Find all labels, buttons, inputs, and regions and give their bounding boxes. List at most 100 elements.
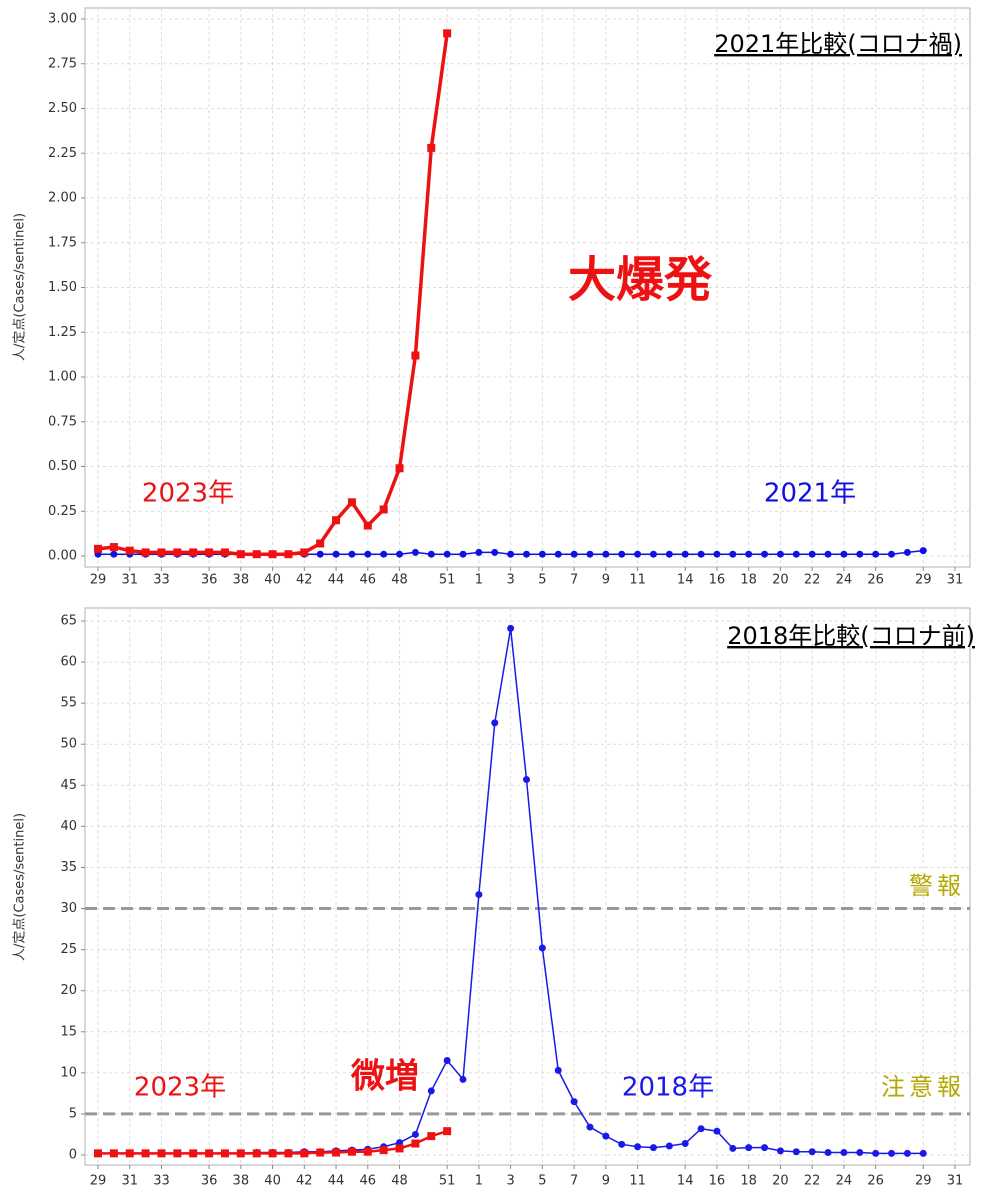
x-tick-label: 51 [439, 573, 456, 588]
marker [538, 944, 546, 952]
marker [300, 548, 309, 557]
marker [888, 1149, 896, 1157]
marker [634, 550, 642, 558]
x-tick-label: 42 [296, 1174, 313, 1189]
marker [586, 550, 594, 558]
marker [570, 1098, 578, 1106]
marker [94, 544, 102, 553]
marker [364, 550, 372, 558]
marker [427, 1132, 436, 1141]
x-tick-label: 29 [915, 1174, 932, 1189]
marker [856, 1149, 864, 1157]
y-axis-label: 人/定点(Cases/sentinel) [13, 213, 28, 361]
x-tick-label: 46 [360, 573, 377, 588]
marker [427, 1087, 435, 1095]
y-tick-label: 50 [60, 737, 77, 752]
marker [523, 550, 530, 558]
marker [205, 548, 214, 557]
x-tick-label: 42 [296, 573, 313, 588]
x-tick-label: 3 [506, 1174, 514, 1189]
reference-label: 注意報 [881, 1073, 965, 1101]
marker [919, 1149, 927, 1157]
marker [745, 550, 753, 558]
marker [443, 29, 452, 38]
marker [110, 550, 118, 558]
y-tick-label: 35 [60, 860, 77, 875]
marker [427, 143, 436, 152]
marker [220, 1149, 229, 1158]
marker [792, 550, 800, 558]
marker [284, 550, 293, 559]
y-tick-label: 1.75 [48, 235, 77, 250]
marker [443, 1057, 451, 1065]
chart-title: 2021年比較(コロナ禍) [714, 30, 962, 58]
x-tick-label: 18 [740, 573, 757, 588]
y-tick-label: 0 [69, 1148, 77, 1163]
marker [554, 1066, 562, 1074]
marker [554, 550, 562, 558]
marker [808, 1148, 816, 1156]
marker [808, 550, 816, 558]
y-tick-label: 10 [60, 1065, 77, 1080]
y-tick-label: 60 [60, 655, 77, 670]
marker [729, 550, 737, 558]
marker [252, 1149, 261, 1158]
marker [729, 1144, 737, 1152]
x-tick-label: 16 [709, 1174, 726, 1189]
annotation: 微増 [350, 1057, 419, 1097]
x-tick-label: 20 [772, 573, 789, 588]
marker [491, 548, 499, 556]
marker [268, 1149, 277, 1158]
marker [618, 1140, 626, 1148]
x-tick-label: 48 [391, 573, 408, 588]
marker [173, 548, 182, 557]
marker [316, 550, 324, 558]
marker [475, 891, 483, 899]
y-tick-label: 2.75 [48, 56, 77, 71]
x-tick-label: 44 [328, 1174, 345, 1189]
x-tick-label: 38 [233, 573, 250, 588]
marker [316, 539, 325, 548]
x-tick-label: 46 [360, 1174, 377, 1189]
x-tick-label: 40 [264, 573, 281, 588]
marker [379, 505, 388, 514]
marker [602, 550, 610, 558]
y-tick-label: 3.00 [48, 12, 77, 27]
marker [236, 550, 245, 559]
series-label: 2023年 [142, 479, 234, 509]
marker [348, 550, 356, 558]
x-tick-label: 36 [201, 573, 218, 588]
y-tick-label: 0.25 [48, 504, 77, 519]
y-tick-label: 0.75 [48, 414, 77, 429]
x-tick-label: 36 [201, 1174, 218, 1189]
marker [173, 1149, 182, 1158]
x-tick-label: 11 [629, 1174, 646, 1189]
x-tick-label: 5 [538, 1174, 546, 1189]
y-tick-label: 20 [60, 983, 77, 998]
marker [665, 550, 673, 558]
marker [745, 1144, 753, 1152]
marker [538, 550, 546, 558]
y-tick-label: 45 [60, 778, 77, 793]
series-label: 2023年 [134, 1073, 226, 1103]
x-tick-label: 22 [804, 573, 821, 588]
x-tick-label: 48 [391, 1174, 408, 1189]
x-tick-label: 31 [121, 573, 138, 588]
marker [888, 550, 896, 558]
marker [507, 624, 515, 632]
marker [125, 1149, 134, 1158]
marker [903, 1149, 911, 1157]
x-tick-label: 38 [233, 1174, 250, 1189]
marker [411, 351, 420, 360]
x-tick-label: 9 [602, 1174, 610, 1189]
series-label: 2018年 [622, 1073, 714, 1103]
x-tick-label: 1 [475, 1174, 483, 1189]
marker [903, 548, 911, 556]
y-tick-label: 1.00 [48, 370, 77, 385]
annotation: 大爆発 [568, 252, 713, 308]
x-tick-label: 31 [947, 573, 964, 588]
marker [379, 1146, 388, 1155]
marker [157, 1149, 166, 1158]
marker [824, 1149, 832, 1157]
marker [602, 1132, 610, 1140]
